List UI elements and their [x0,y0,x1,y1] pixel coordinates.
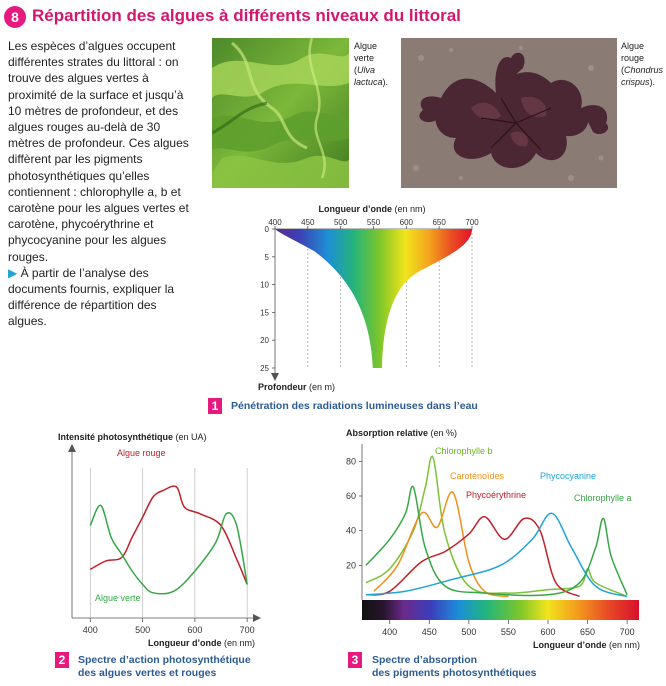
photo-red-caption-latin: (Chondrus crispus). [621,65,664,87]
fig3-x-tick-label: 600 [540,627,555,637]
fig3-series-phycoerythrine [365,516,580,598]
fig3-series-phycocyanine [365,512,628,598]
fig1-x-tick-label: 550 [367,218,381,227]
photo-green-caption-line1: Algue [354,41,378,51]
fig3-x-tick-label: 550 [501,627,516,637]
fig1-y-tick-label: 20 [260,336,269,345]
photo-green-algae [212,38,349,188]
fig3-spectrum-bar [362,600,639,620]
fig3-series-chlorophylle-a [365,485,628,597]
instruction: ▶ À partir de l’analyse des documents fo… [8,265,198,330]
figure1-number-badge: 1 [208,398,222,414]
figure2-caption: Spectre d’action photosynthétique des al… [78,654,251,680]
instruction-text: À partir de l’analyse des documents four… [8,265,175,329]
photo-green-caption-latin: (Ulva lactuca). [354,65,389,87]
figure2-caption-line2: des algues vertes et rouges [78,667,217,679]
intro-paragraph: Les espèces d’algues occupent différente… [8,39,189,264]
figure2-caption-line1: Spectre d’action photosynthétique [78,654,251,666]
figure3-caption-line1: Spectre d’absorption [372,654,478,666]
fig1-y-tick-label: 5 [265,253,270,262]
section-title: Répartition des algues à différents nive… [32,6,461,25]
fig1-x-tick-label: 400 [268,218,282,227]
fig3-y-tick-label: 80 [346,456,356,466]
fig1-y-title: Profondeur (en m) [258,382,335,392]
fig3-y-tick-label: 60 [346,491,356,501]
photo-red-algae [401,38,617,188]
fig3-y-tick-labels: 20 40 60 80 [346,456,362,570]
fig2-x-tick-label: 600 [187,625,202,635]
fig1-y-tick-label: 25 [260,364,269,373]
fig3-x-title: Longueur d’onde (en nm) [533,640,640,650]
fig1-y-tick-labels: 0 5 10 15 20 25 [260,225,275,373]
fig3-label-chlb: Chlorophylle b [435,446,493,456]
fig3-label-chla: Chlorophylle a [574,493,632,503]
fig3-x-tick-label: 650 [580,627,595,637]
fig3-absorption-series [365,455,628,598]
fig2-label-green: Algue verte [95,593,141,603]
fig2-x-axis-arrow-icon [253,614,261,622]
fig1-light-penetration-area [275,229,472,368]
fig2-x-tick-label: 500 [135,625,150,635]
fig3-x-tick-label: 700 [620,627,635,637]
fig1-x-tick-label: 450 [301,218,315,227]
fig1-y-axis-arrow-icon [271,373,279,381]
fig1-x-tick-labels: 400 450 500 550 600 650 700 [268,218,479,229]
fig2-series-red-algae [89,485,248,585]
fig3-series-carotenoides [373,491,509,598]
fig1-x-tick-label: 650 [432,218,446,227]
fig3-x-tick-label: 450 [422,627,437,637]
fig1-y-tick-label: 10 [260,281,269,290]
fig3-label-phycoc: Phycocyanine [540,471,596,481]
figure2-chart: Intensité photosynthétique (en UA) 400 50… [58,432,261,648]
intro-text-block: Les espèces d’algues occupent différente… [8,38,198,330]
fig2-x-tick-label: 700 [240,625,255,635]
photo-green-caption: Algue verte (Ulva lactuca). [354,40,400,88]
figure3-caption-line2: des pigments photosynthétiques [372,667,537,679]
photo-red-caption: Algue rouge (Chondrus crispus). [621,40,666,88]
fig2-y-title: Intensité photosynthétique (en UA) [58,432,207,442]
fig2-series-green-algae [89,504,248,595]
fig3-x-tick-labels: 400 450 500 550 600 650 700 [382,620,635,637]
fig1-x-tick-label: 600 [400,218,414,227]
figure1-chart: Longueur d’onde (en nm) 400 450 500 550 600 6… [258,204,479,392]
fig1-x-title: Longueur d’onde (en nm) [318,204,425,214]
photo-red-caption-line1: Algue [621,41,645,51]
fig3-x-tick-label: 400 [382,627,397,637]
fig2-label-red: Algue rouge [117,448,166,458]
fig3-y-title: Absorption relative (en %) [346,428,457,438]
fig2-x-tick-labels: 400 500 600 700 [83,618,255,635]
section-number-badge: 8 [4,6,26,28]
fig2-y-axis-arrow-icon [68,444,76,452]
fig2-gridlines [89,468,248,618]
photo-red-caption-line2: rouge [621,53,645,63]
fig3-y-tick-label: 20 [346,560,356,570]
fig3-y-tick-label: 40 [346,526,356,536]
photo-green-caption-line2: verte [354,53,375,63]
triangle-bullet-icon: ▶ [8,265,18,280]
figure3-number-badge: 3 [348,652,362,668]
fig2-x-tick-label: 400 [83,625,98,635]
fig3-x-tick-label: 500 [461,627,476,637]
fig2-x-title: Longueur d’onde (en nm) [148,638,255,648]
figure2-number-badge: 2 [55,652,69,668]
figure3-caption: Spectre d’absorption des pigments photos… [372,654,537,680]
fig3-label-carot: Caroténoïdes [450,471,505,481]
fig3-label-phycoe: Phycoérythrine [466,490,526,500]
fig1-y-tick-label: 0 [265,225,270,234]
fig1-y-tick-label: 15 [260,308,269,317]
fig1-x-tick-label: 500 [334,218,348,227]
fig1-x-tick-label: 700 [465,218,479,227]
figure1-caption: Pénétration des radiations lumineuses da… [231,400,478,412]
